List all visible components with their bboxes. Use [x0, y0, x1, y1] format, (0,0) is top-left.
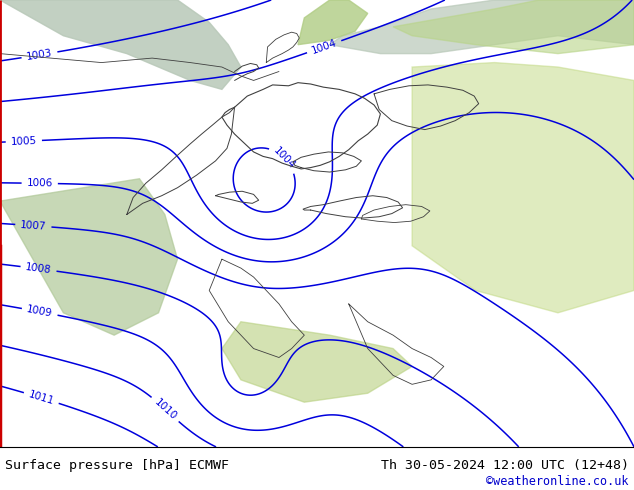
Text: 1010: 1010 [152, 397, 178, 422]
Text: 1004: 1004 [271, 146, 297, 171]
Text: 1003: 1003 [26, 48, 53, 62]
Text: Surface pressure [hPa] ECMWF: Surface pressure [hPa] ECMWF [5, 459, 229, 472]
Text: 1006: 1006 [27, 178, 53, 189]
Text: Th 30-05-2024 12:00 UTC (12+48): Th 30-05-2024 12:00 UTC (12+48) [381, 459, 629, 472]
Text: 1008: 1008 [25, 262, 52, 275]
Polygon shape [298, 0, 368, 45]
Polygon shape [222, 322, 412, 402]
Text: 1004: 1004 [310, 38, 338, 56]
Text: 1011: 1011 [27, 389, 55, 407]
Text: 1007: 1007 [20, 220, 47, 232]
Polygon shape [0, 179, 178, 335]
Polygon shape [393, 0, 634, 53]
Text: 1005: 1005 [11, 136, 37, 147]
Polygon shape [412, 63, 634, 313]
Text: ©weatheronline.co.uk: ©weatheronline.co.uk [486, 475, 629, 488]
Polygon shape [0, 0, 241, 89]
Text: 1009: 1009 [26, 304, 53, 319]
Polygon shape [330, 0, 634, 53]
